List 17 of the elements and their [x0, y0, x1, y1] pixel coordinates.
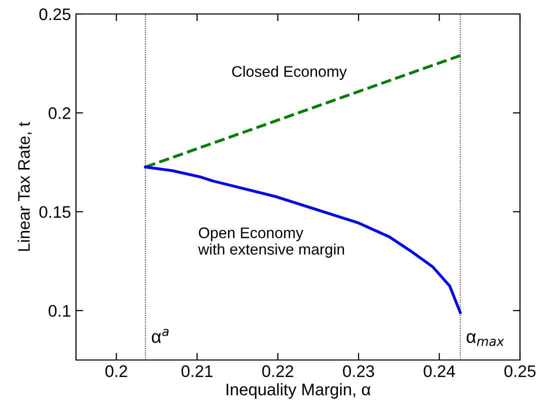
y-tick-label: 0.25	[39, 8, 70, 20]
y-axis-title: Linear Tax Rate, t	[18, 122, 32, 251]
y-tick-label: 0.1	[48, 304, 70, 317]
series-label: Closed Economy	[232, 66, 347, 80]
x-tick-label: 0.22	[262, 365, 294, 378]
x-tick-label: 0.23	[342, 365, 374, 378]
x-axis-title: Inequality Margin, α	[226, 383, 370, 399]
line-series	[144, 166, 462, 314]
y-tick-label: 0.2	[48, 107, 70, 120]
series-label: Open Economy with extensive margin	[198, 227, 344, 258]
x-tick-label: 0.24	[424, 365, 456, 378]
x-tick-label: 0.21	[182, 365, 212, 378]
x-tick-label: 0.2	[105, 365, 128, 378]
ref-line-label: α$_{max}$	[466, 333, 504, 346]
ref-line-label: α$^{a}$	[152, 328, 169, 344]
y-tick-label: 0.15	[39, 206, 70, 218]
x-tick-label: 0.25	[504, 365, 536, 378]
